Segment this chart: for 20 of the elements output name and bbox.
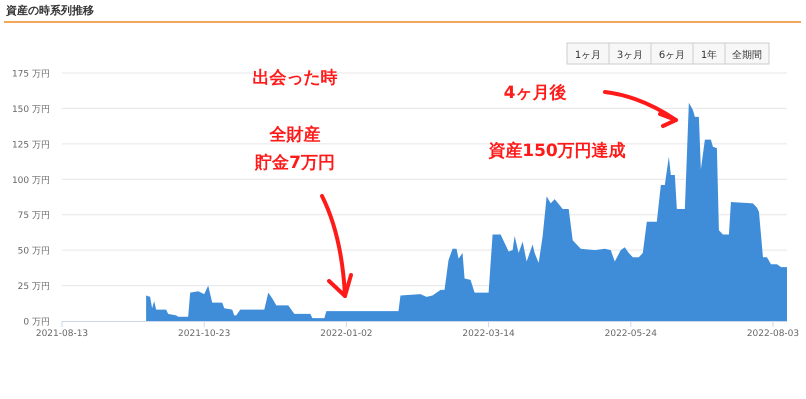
annotation: 資産150万円達成 — [487, 141, 626, 161]
x-tick-label: 2022-03-14 — [462, 329, 516, 339]
annotation: 全財産 — [268, 125, 320, 145]
chart-title: 資産の時系列推移 — [5, 4, 94, 17]
y-tick-label: 175 万円 — [12, 70, 50, 80]
y-tick-label: 50 万円 — [18, 246, 50, 257]
y-tick-label: 75 万円 — [18, 211, 50, 222]
y-tick-label: 150 万円 — [12, 104, 50, 115]
x-tick-label: 2022-08-03 — [746, 329, 800, 339]
y-tick-label: 100 万円 — [12, 176, 50, 186]
y-tick-label: 0 万円 — [23, 318, 50, 328]
x-tick-label: 2021-10-23 — [178, 329, 230, 339]
y-tick-label: 125 万円 — [12, 140, 50, 150]
annotation: 出会った時 — [252, 68, 338, 88]
annotation: 4ヶ月後 — [504, 83, 566, 103]
x-tick-label: 2022-01-02 — [320, 329, 373, 339]
y-tick-label: 25 万円 — [18, 282, 50, 292]
x-tick-label: 2022-05-24 — [604, 329, 658, 339]
x-tick-label: 2021-08-13 — [36, 329, 88, 339]
annotation: 貯金7万円 — [254, 153, 335, 173]
